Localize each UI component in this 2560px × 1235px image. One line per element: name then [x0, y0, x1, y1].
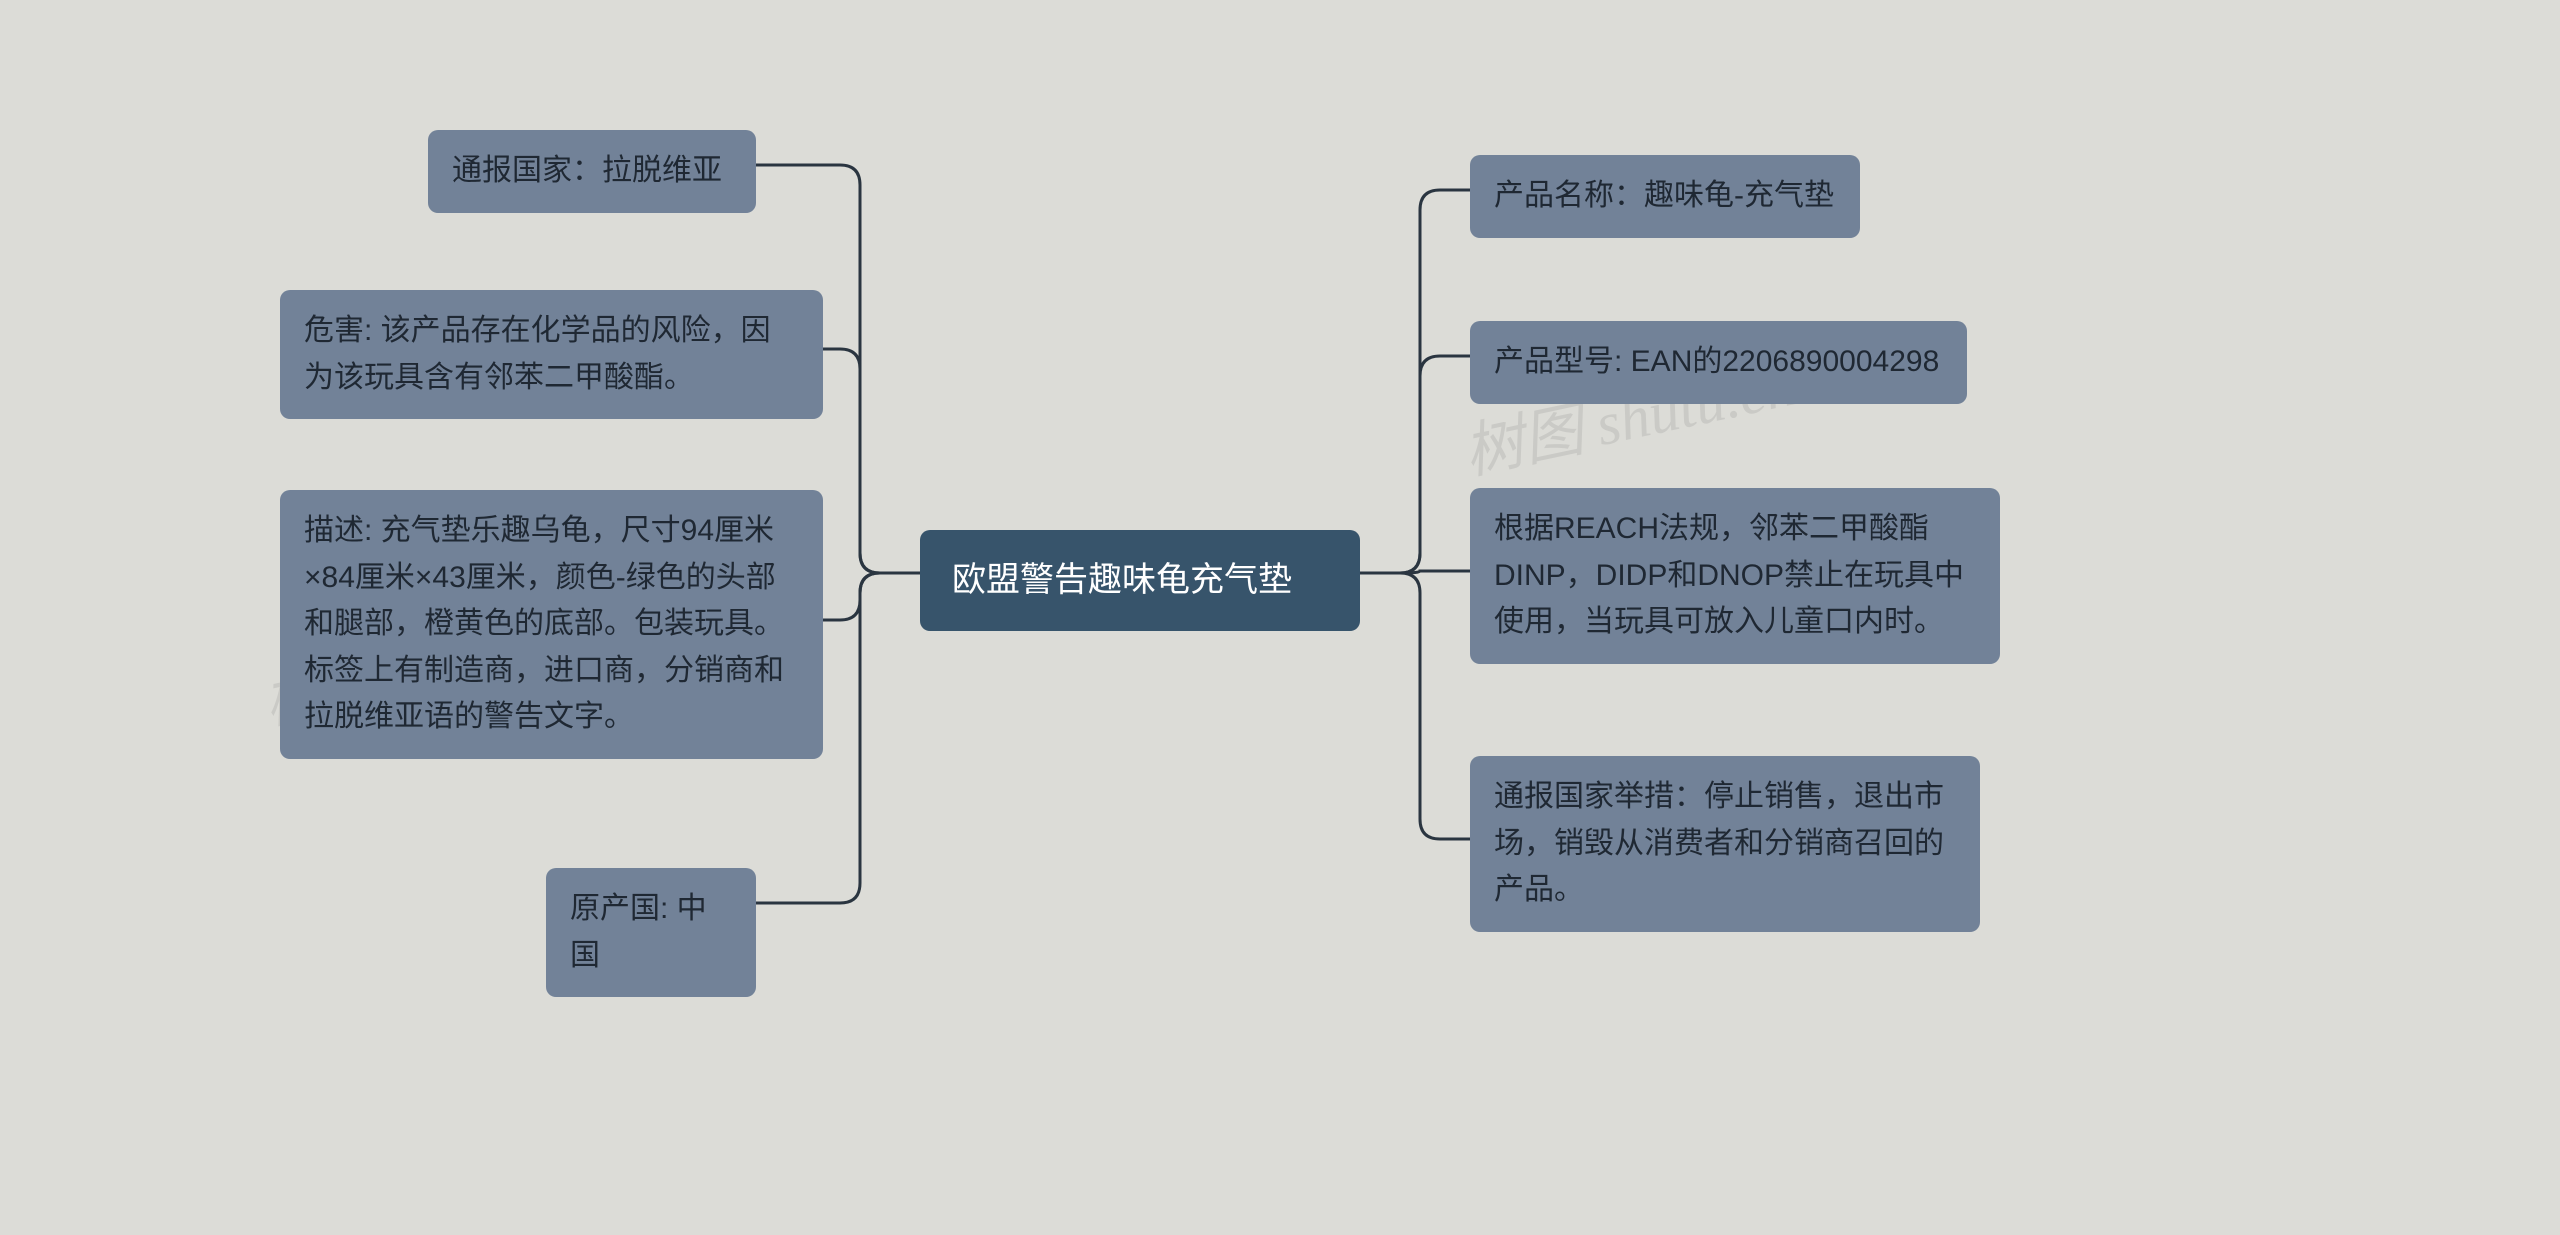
right-branch-2[interactable]: 根据REACH法规，邻苯二甲酸酯DINP，DIDP和DNOP禁止在玩具中使用，当… [1470, 488, 2000, 664]
left-branch-2[interactable]: 描述: 充气垫乐趣乌龟，尺寸94厘米×84厘米×43厘米，颜色-绿色的头部和腿部… [280, 490, 823, 759]
right-branch-3[interactable]: 通报国家举措：停止销售，退出市场，销毁从消费者和分销商召回的产品。 [1470, 756, 1980, 932]
left-branch-3[interactable]: 原产国: 中国 [546, 868, 756, 997]
left-branch-0[interactable]: 通报国家：拉脱维亚 [428, 130, 756, 213]
right-branch-0[interactable]: 产品名称：趣味龟-充气垫 [1470, 155, 1860, 238]
right-branch-1[interactable]: 产品型号: EAN的2206890004298 [1470, 321, 1967, 404]
left-branch-1[interactable]: 危害: 该产品存在化学品的风险，因为该玩具含有邻苯二甲酸酯。 [280, 290, 823, 419]
mindmap-canvas: 树图 shutu.cn树图 shutu.cn 欧盟警告趣味龟充气垫 通报国家：拉… [0, 0, 2560, 1235]
center-node[interactable]: 欧盟警告趣味龟充气垫 [920, 530, 1360, 631]
